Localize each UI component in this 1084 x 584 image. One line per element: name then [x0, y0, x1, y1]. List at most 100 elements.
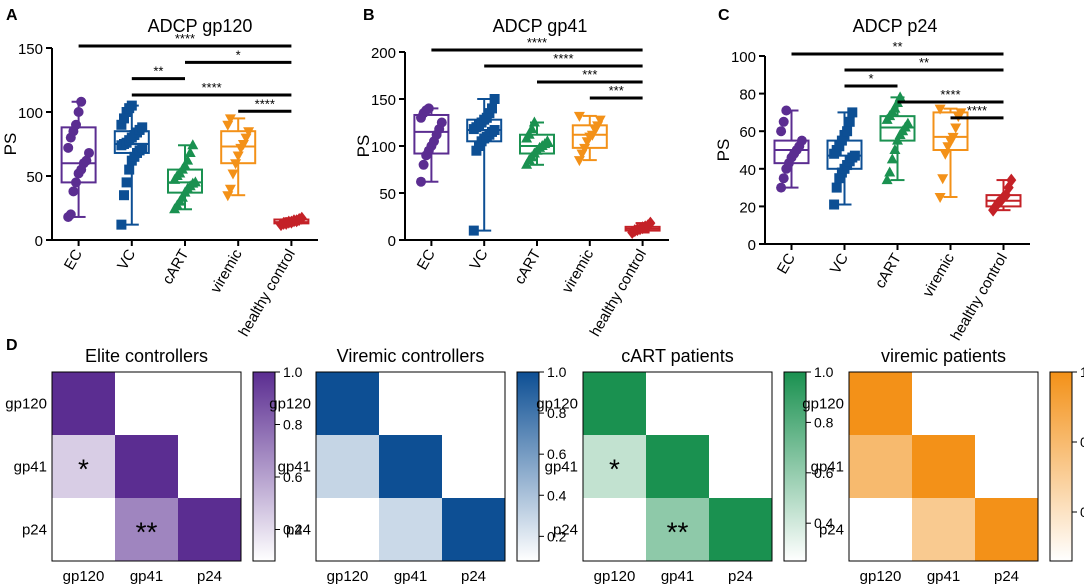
x-tick-label: viremic: [207, 246, 246, 296]
data-point: [416, 176, 426, 187]
heatmap-border: [848, 371, 1039, 562]
row-label: p24: [819, 522, 844, 539]
colorbar-tick-label: 0.2: [547, 528, 567, 544]
data-point: [243, 127, 255, 138]
heatmap-cell: [316, 372, 379, 435]
heatmap-viremic-controllers: Viremic controllers gp120 gp120 gp41 gp41 p24…: [269, 346, 566, 584]
colorbar: [252, 371, 276, 562]
row-label: gp120: [269, 396, 311, 413]
y-tick-label: 150: [371, 92, 396, 109]
chart-title: ADCP gp120: [148, 16, 253, 36]
data-point: [468, 225, 479, 236]
data-point: [73, 107, 84, 117]
data-point: [892, 134, 903, 145]
colorbar-tick-label: 0.8: [547, 405, 567, 421]
data-point: [119, 113, 129, 124]
x-tick-label: viremic: [919, 250, 958, 300]
y-tick-label: 50: [379, 186, 396, 203]
data-point: [934, 104, 946, 115]
data-point: [418, 159, 429, 170]
box-healthy-control: [985, 173, 1022, 217]
heatmap-title: Viremic controllers: [337, 346, 485, 366]
data-point: [224, 184, 236, 195]
box-cart: [519, 116, 555, 169]
y-tick-label: 100: [371, 139, 396, 156]
heatmap-cell: [709, 498, 772, 561]
y-tick-label: 150: [18, 41, 43, 58]
y-tick-label: 50: [26, 169, 43, 186]
data-point: [955, 108, 967, 119]
data-point: [834, 173, 845, 184]
data-point: [884, 166, 896, 177]
heatmap-cell: [52, 372, 115, 435]
significance-label: ****: [553, 51, 573, 66]
colorbar-tick-label: 0.8: [814, 414, 834, 430]
row-label: p24: [22, 522, 47, 539]
data-point: [934, 193, 946, 203]
colorbar-tick-label: 0.8: [283, 417, 303, 433]
data-point: [487, 103, 497, 114]
data-point: [124, 164, 135, 175]
data-point: [889, 102, 901, 113]
panel-letter-d: D: [6, 337, 18, 354]
y-tick-label: 0: [35, 233, 43, 250]
data-point: [889, 144, 901, 154]
heatmap-cell: [849, 435, 912, 498]
heatmap-cell: [583, 435, 646, 498]
significance-annotation: *: [609, 454, 620, 485]
data-point: [176, 191, 188, 202]
y-tick-label: 200: [371, 45, 396, 62]
box-vc: [466, 94, 503, 236]
data-point: [894, 91, 906, 102]
data-point: [81, 155, 92, 166]
data-point: [179, 159, 191, 170]
heatmap-cell: [583, 498, 646, 561]
significance-label: *: [236, 47, 241, 62]
x-tick-label: EC: [61, 246, 86, 273]
y-tick-label: 80: [739, 87, 756, 104]
data-point: [939, 149, 951, 160]
data-point: [776, 182, 787, 193]
data-point: [831, 182, 842, 193]
data-point: [902, 117, 914, 128]
box-healthy-control: [273, 211, 310, 232]
data-point: [489, 94, 500, 104]
data-point: [189, 176, 201, 187]
colorbar-tick-label: 1.0: [1080, 364, 1084, 380]
significance-annotation: **: [667, 517, 689, 548]
data-point: [937, 174, 949, 185]
heatmap-cell: [379, 435, 442, 498]
column-label: gp41: [130, 568, 163, 584]
significance-label: ****: [201, 80, 221, 95]
data-point: [844, 116, 855, 127]
heatmap-cell: [646, 498, 709, 561]
data-point: [116, 219, 127, 230]
x-tick-label: cART: [511, 247, 544, 288]
x-tick-label: VC: [467, 246, 492, 273]
box-cart: [879, 91, 916, 185]
data-point: [116, 119, 127, 130]
y-tick-label: 100: [18, 105, 43, 122]
row-label: gp41: [14, 459, 47, 476]
data-point: [224, 114, 236, 125]
heatmap-cell: [115, 435, 178, 498]
column-label: gp41: [927, 568, 960, 584]
row-label: gp120: [5, 396, 47, 413]
data-point: [950, 123, 962, 134]
data-point: [947, 132, 959, 143]
panel-letter-a: A: [6, 7, 18, 24]
significance-label: ****: [940, 87, 960, 102]
significance-label: *: [868, 71, 873, 86]
data-point: [594, 115, 606, 126]
x-tick-label: cART: [159, 247, 192, 288]
data-point: [881, 174, 893, 185]
significance-label: ****: [175, 31, 195, 46]
heatmap-cell: [52, 498, 115, 561]
data-point: [230, 159, 242, 170]
heatmap-cell: [316, 498, 379, 561]
data-point: [76, 96, 87, 107]
data-point: [68, 186, 79, 197]
heatmap-cell: [912, 435, 975, 498]
data-point: [796, 135, 807, 146]
